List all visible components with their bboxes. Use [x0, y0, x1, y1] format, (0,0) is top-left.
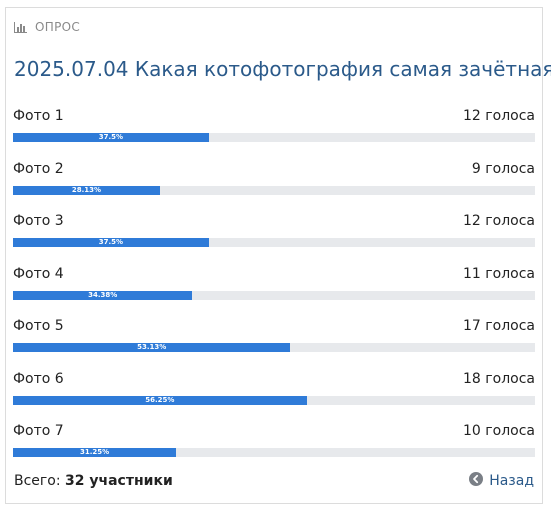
option-label: Фото 3: [13, 213, 64, 229]
option-progress-fill: 37.5%: [13, 238, 209, 247]
poll-options: Фото 1 12 голоса 37.5% Фото 2 9 голоса 2…: [6, 98, 542, 466]
poll-option: Фото 7 10 голоса 31.25%: [13, 413, 535, 466]
poll-card: ОПРОС 2025.07.04 Какая котофотография са…: [5, 7, 551, 504]
option-progress-fill: 34.38%: [13, 290, 193, 300]
poll-title: 2025.07.04 Какая котофотография самая за…: [14, 57, 551, 81]
option-progress-fill: 28.13%: [13, 185, 160, 195]
poll-option: Фото 4 11 голоса 34.38%: [13, 256, 535, 309]
option-votes: 12 голоса: [463, 108, 535, 124]
poll-header-label: ОПРОС: [35, 20, 81, 34]
option-progress-track: 37.5%: [13, 133, 535, 142]
back-link[interactable]: Назад: [469, 472, 534, 490]
option-progress-track: 53.13%: [13, 343, 535, 352]
poll-option: Фото 5 17 голоса 53.13%: [13, 308, 535, 361]
option-label: Фото 1: [13, 108, 64, 124]
poll-option: Фото 2 9 голоса 28.13%: [13, 151, 535, 204]
option-label: Фото 4: [13, 265, 64, 282]
option-votes: 18 голоса: [463, 370, 535, 387]
option-votes: 17 голоса: [463, 318, 535, 334]
option-progress-fill: 53.13%: [13, 343, 291, 352]
arrow-left-circle-icon: [469, 472, 484, 490]
option-label: Фото 7: [13, 423, 64, 439]
poll-option: Фото 6 18 голоса 56.25%: [13, 361, 535, 414]
option-progress-track: 56.25%: [13, 395, 535, 405]
back-label: Назад: [489, 473, 534, 489]
poll-option: Фото 3 12 голоса 37.5%: [13, 203, 535, 256]
poll-footer: Всего: 32 участники Назад: [6, 459, 542, 503]
option-percent: 56.25%: [145, 395, 175, 404]
option-progress-track: 31.25%: [13, 448, 535, 457]
option-progress-fill: 31.25%: [13, 448, 177, 457]
option-label: Фото 6: [13, 370, 64, 387]
option-percent: 37.5%: [98, 133, 124, 141]
total-label: Всего:: [14, 473, 61, 489]
option-progress-fill: 37.5%: [13, 133, 209, 142]
poll-option: Фото 1 12 голоса 37.5%: [13, 98, 535, 151]
bar-chart-icon: [14, 21, 27, 33]
option-votes: 11 голоса: [463, 265, 535, 282]
option-votes: 10 голоса: [463, 423, 535, 439]
option-progress-track: 37.5%: [13, 238, 535, 247]
total-participants: Всего: 32 участники: [14, 473, 173, 489]
option-percent: 53.13%: [137, 343, 167, 351]
option-progress-track: 28.13%: [13, 185, 535, 195]
option-label: Фото 5: [13, 318, 64, 334]
option-percent: 31.25%: [79, 448, 110, 456]
poll-header: ОПРОС: [6, 8, 542, 46]
option-progress-track: 34.38%: [13, 290, 535, 300]
option-label: Фото 2: [13, 160, 64, 177]
option-percent: 37.5%: [98, 238, 124, 246]
total-count: 32 участники: [65, 473, 173, 489]
option-percent: 28.13%: [71, 185, 101, 194]
option-votes: 9 голоса: [471, 160, 535, 177]
option-percent: 34.38%: [88, 290, 118, 299]
option-votes: 12 голоса: [463, 213, 535, 229]
option-progress-fill: 56.25%: [13, 395, 307, 405]
